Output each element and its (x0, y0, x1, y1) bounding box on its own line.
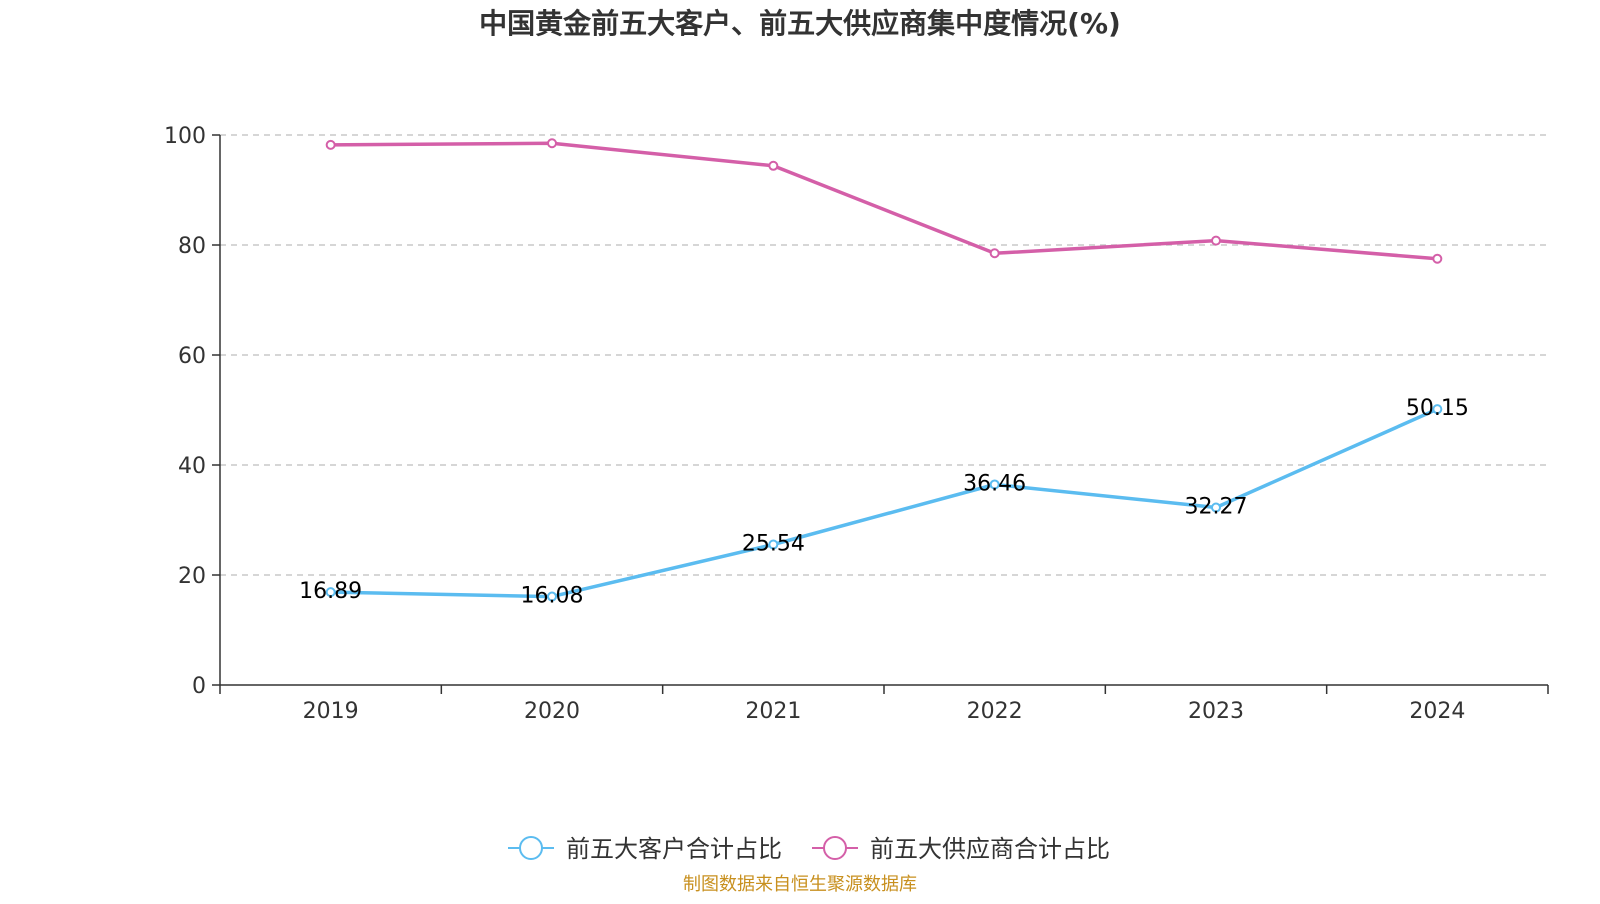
axes: 0 20 40 60 80 100 2019 2020 2021 2022 2023 2024 (164, 124, 1549, 724)
series-0-data-label-4: 32.27 (1185, 495, 1248, 520)
legend-label-0: 前五大客户合计占比 (566, 835, 782, 863)
series-0-point-1[interactable] (547, 591, 557, 602)
grid-lines (220, 134, 1548, 576)
series-line-1 (328, 141, 1440, 261)
series-0-point-3[interactable] (989, 479, 1000, 490)
x-tick-label: 2019 (303, 699, 359, 724)
chart-title: 中国黄金前五大客户、前五大供应商集中度情况(%) (479, 7, 1121, 40)
series-1-point-4[interactable] (1211, 235, 1221, 246)
series-1-point-5[interactable] (1432, 253, 1443, 264)
x-tick-label: 2023 (1188, 699, 1244, 724)
x-tick-label: 2021 (745, 699, 801, 724)
legend-label-1: 前五大供应商合计占比 (870, 835, 1110, 863)
source-note: 制图数据来自恒生聚源数据库 (683, 874, 917, 895)
legend-marker-0 (519, 836, 543, 860)
series-0-point-2[interactable] (768, 539, 779, 550)
series-0-point-0[interactable] (325, 587, 336, 598)
legend[interactable]: 前五大客户合计占比 前五大供应商合计占比 (508, 835, 1110, 863)
y-tick-label: 40 (178, 454, 206, 479)
series-line-0 (328, 407, 1440, 599)
series-lines (325, 138, 1443, 602)
series-0-data-label-2: 25.54 (742, 532, 805, 557)
x-tick-label: 2022 (967, 699, 1023, 724)
y-tick-label: 0 (192, 674, 206, 699)
series-0-data-label-3: 36.46 (963, 471, 1026, 496)
series-1-point-2[interactable] (768, 160, 779, 171)
legend-item-0[interactable]: 前五大客户合计占比 (508, 835, 782, 863)
data-labels: 16.89 16.08 25.54 36.46 32.27 50.15 (299, 396, 1469, 608)
series-0-point-5[interactable] (1432, 404, 1443, 415)
y-tick-label: 100 (164, 124, 206, 149)
x-tick-label: 2024 (1409, 699, 1465, 724)
x-tick-label: 2020 (524, 699, 580, 724)
y-tick-label: 20 (178, 564, 206, 589)
legend-marker-1 (823, 836, 847, 860)
series-0-data-label-0: 16.89 (299, 579, 362, 604)
legend-item-1[interactable]: 前五大供应商合计占比 (812, 835, 1110, 863)
y-tick-label: 60 (178, 344, 206, 369)
series-0-data-label-1: 16.08 (521, 584, 584, 609)
series-1-point-1[interactable] (547, 138, 557, 149)
series-0-data-label-5: 50.15 (1406, 396, 1469, 421)
series-1-point-3[interactable] (989, 248, 1000, 259)
series-0-point-4[interactable] (1211, 502, 1221, 513)
series-1-point-0[interactable] (325, 139, 336, 150)
y-tick-label: 80 (178, 234, 206, 259)
